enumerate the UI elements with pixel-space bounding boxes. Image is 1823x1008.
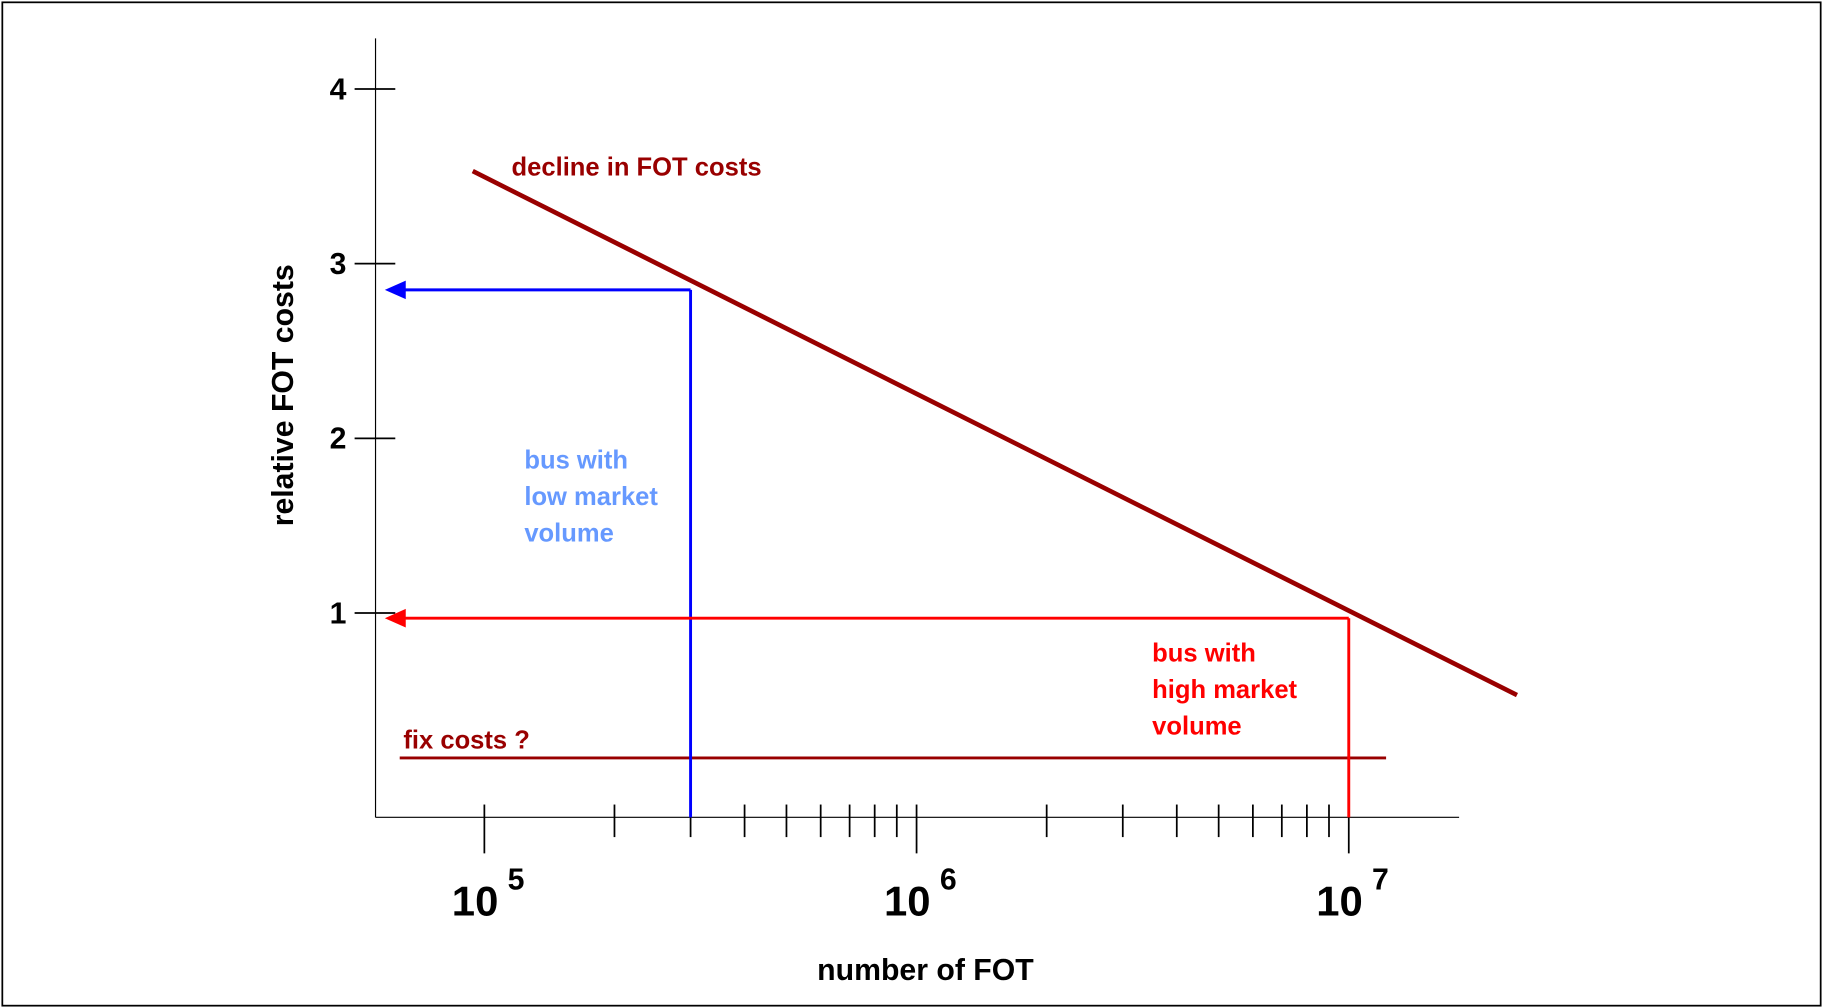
x-tick-base: 10 xyxy=(1316,878,1363,925)
x-tick-exponent: 7 xyxy=(1372,863,1389,896)
marker-label: high market xyxy=(1152,676,1297,704)
series-line xyxy=(471,169,1519,698)
x-tick-label: 10 7 xyxy=(1316,863,1389,924)
y-tick-label: 2 xyxy=(330,423,347,456)
x-tick-label: 10 5 xyxy=(452,863,525,924)
series-label: decline in FOT costs xyxy=(512,153,762,181)
marker-arrowhead xyxy=(384,608,406,628)
y-axis-label: relative FOT costs xyxy=(267,264,300,526)
x-tick-label: 10 6 xyxy=(884,863,957,924)
x-tick-base: 10 xyxy=(452,878,499,925)
y-tick-label: 3 xyxy=(330,248,347,281)
marker-arrowhead xyxy=(384,280,406,300)
marker-label: volume xyxy=(524,520,613,548)
marker-label: volume xyxy=(1152,713,1242,741)
x-axis-label: number of FOT xyxy=(817,954,1034,987)
y-tick-label: 4 xyxy=(330,73,347,106)
x-tick-base: 10 xyxy=(884,878,931,925)
x-tick-exponent: 6 xyxy=(940,863,957,896)
y-tick-label: 1 xyxy=(330,597,347,630)
x-tick-exponent: 5 xyxy=(508,863,525,896)
marker-label: bus with xyxy=(524,446,628,474)
series-label: fix costs ? xyxy=(403,727,529,755)
marker-label: bus with xyxy=(1152,639,1256,667)
marker-label: low market xyxy=(524,483,658,511)
